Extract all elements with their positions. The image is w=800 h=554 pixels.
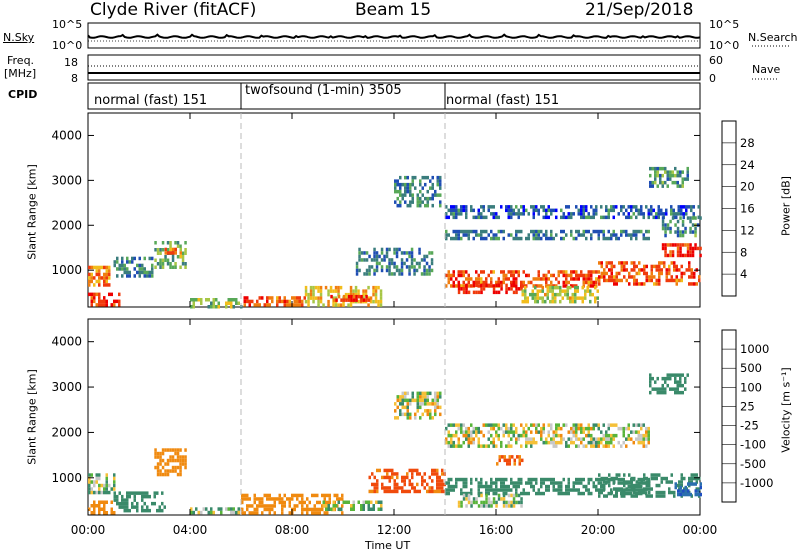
velocity-cb-tick-label-6: -500	[740, 457, 766, 471]
power-cb-tick-label-0: 28	[740, 136, 755, 150]
cpid-mode-3: normal (fast) 151	[446, 93, 560, 108]
cpid-frame	[87, 82, 701, 110]
x-axis-label: Time UT	[365, 539, 411, 552]
velocity-cb-tick-label-0: 1000	[740, 342, 769, 356]
power-region-14	[445, 205, 700, 220]
power-colorbar: 28 24 20 16 12 8 4	[721, 120, 755, 297]
xtick-label-0: 00:00	[71, 523, 106, 537]
xtick-label-3: 12:00	[377, 523, 412, 537]
power-region-18	[661, 216, 702, 238]
velocity-region-12	[496, 455, 524, 466]
cpid-mode-1: normal (fast) 151	[94, 93, 208, 108]
velocity-region-2	[113, 491, 166, 513]
date-label: 21/Sep/2018	[585, 0, 694, 20]
power-region-12	[457, 283, 523, 295]
noise-sky-tick-bottom: 10^0	[52, 39, 83, 52]
cpid-mode-2: twofsound (1-min) 3505	[245, 83, 402, 98]
noise-search-label: N.Search	[748, 31, 798, 44]
power-region-17	[661, 243, 702, 258]
noise-search-tick-top: 10^5	[709, 18, 740, 31]
power-cb-tick-label-3: 16	[740, 202, 755, 216]
velocity-cb-tick-label-1: 500	[740, 361, 762, 375]
velocity-region-6	[322, 500, 383, 511]
freq-label: Freq.	[7, 54, 35, 67]
velocity-region-11	[445, 423, 650, 448]
freq-tick-bottom: 8	[71, 72, 78, 85]
power-region-15	[521, 285, 599, 304]
power-cb-tick-label-6: 4	[740, 267, 747, 281]
velocity-region-14	[674, 482, 702, 497]
power-region-8	[330, 294, 371, 302]
power-ytick-label-2: 2000	[51, 218, 82, 232]
xtick-label-4: 16:00	[479, 523, 514, 537]
noise-panel	[87, 22, 790, 49]
velocity-cb-tick-label-5: -100	[740, 438, 766, 452]
power-region-1	[88, 265, 111, 287]
velocity-region-9	[445, 477, 650, 496]
velocity-cb-tick-label-3: 25	[740, 399, 755, 413]
freq-unit: [MHz]	[4, 67, 37, 80]
tick-labels: 4000 4000 3000 3000 2000 2000 1000 1000 00:00 04:…	[51, 128, 717, 537]
power-cb-tick-label-4: 12	[740, 223, 755, 237]
xtick-label-2: 08:00	[275, 523, 310, 537]
velocity-region-3	[154, 448, 187, 477]
power-ytick-label-3: 1000	[51, 263, 82, 277]
velocity-ytick-label-3: 1000	[51, 471, 82, 485]
freq-panel	[87, 54, 778, 81]
velocity-cb-tick-label-2: 100	[740, 380, 762, 394]
power-ytick-label-0: 4000	[51, 128, 82, 142]
velocity-cb-frame	[721, 329, 737, 503]
power-cb-tick-label-1: 24	[740, 158, 755, 172]
velocity-region-7	[368, 468, 446, 494]
power-region-0	[88, 292, 121, 307]
xtick-label-6: 00:00	[683, 523, 718, 537]
velocity-region-0	[88, 500, 116, 515]
velocity-region-1	[88, 473, 116, 495]
velocity-cb-tick-label-4: -25	[740, 419, 759, 433]
power-region-6	[243, 296, 306, 307]
power-region-19	[649, 166, 689, 188]
power-cb-tick-label-5: 8	[740, 245, 747, 259]
power-region-13	[445, 229, 650, 241]
power-region-2	[113, 256, 154, 278]
velocity-colorbar: 1000 500 100 25 -25 -100 -500 -1000	[721, 329, 773, 503]
cpid-panel	[87, 82, 701, 110]
xtick-label-1: 04:00	[173, 523, 208, 537]
velocity-region-15	[649, 373, 689, 395]
noise-sky-label: N.Sky	[3, 31, 35, 44]
xtick-label-5: 20:00	[581, 523, 616, 537]
power-region-9	[355, 247, 434, 276]
power-cb-tick-label-2: 20	[740, 180, 755, 194]
power-region-4	[164, 247, 182, 259]
velocity-region-8	[394, 391, 442, 420]
noise-sky-line	[87, 33, 701, 39]
cpid-label: CPID	[8, 88, 38, 101]
velocity-panel	[87, 318, 702, 516]
velocity-ytick-label-1: 3000	[51, 380, 82, 394]
beam-label: Beam 15	[355, 0, 432, 20]
freq-tick-top: 18	[64, 56, 78, 69]
power-ytick-label-1: 3000	[51, 173, 82, 187]
velocity-ytick-label-2: 2000	[51, 425, 82, 439]
nave-tick-bottom: 0	[709, 72, 716, 85]
nave-label: Nave	[752, 63, 781, 76]
nave-tick-top: 60	[709, 54, 723, 67]
power-region-16	[598, 261, 701, 286]
power-region-5	[190, 298, 243, 309]
power-panel	[87, 112, 702, 309]
velocity-ytick-label-0: 4000	[51, 335, 82, 349]
station-title: Clyde River (fitACF)	[90, 0, 257, 20]
power-region-10	[394, 175, 442, 208]
noise-sky-tick-top: 10^5	[52, 18, 83, 31]
freq-frame	[87, 54, 701, 81]
noise-search-tick-bottom: 10^0	[709, 39, 740, 52]
velocity-region-10	[457, 493, 523, 508]
velocity-cb-tick-label-7: -1000	[740, 476, 773, 490]
